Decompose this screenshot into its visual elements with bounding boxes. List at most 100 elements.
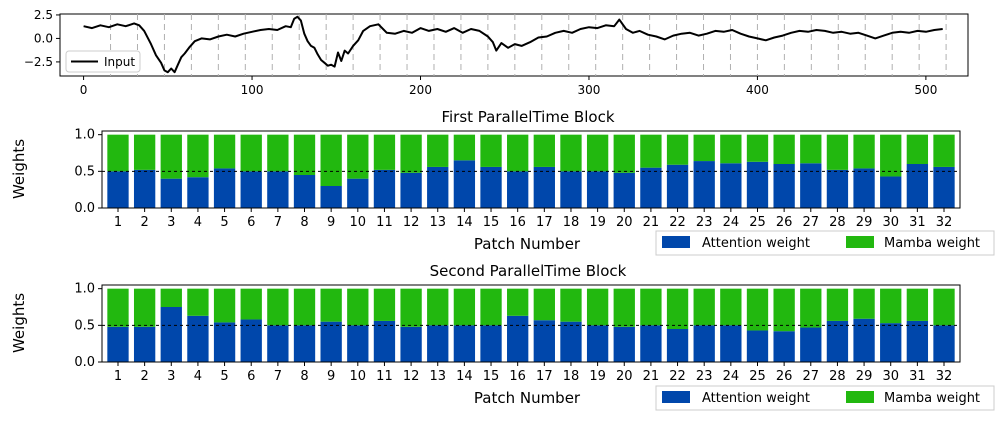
panel1-x-tick-label: 100: [241, 83, 264, 97]
attention-bar: [826, 169, 849, 208]
mamba-bar: [880, 288, 902, 324]
x-tick-label: 24: [723, 369, 740, 384]
panel3-title: Second ParallelTime Block: [430, 262, 627, 280]
mamba-bar: [107, 134, 129, 172]
panel3-frame: [101, 284, 961, 363]
attention-bar: [507, 315, 529, 362]
attention-bar: [853, 168, 875, 208]
x-tick-label: 30: [882, 369, 899, 384]
panel1-x-tick-label: 500: [914, 83, 937, 97]
mamba-bar: [480, 134, 502, 167]
attention-bar: [880, 323, 902, 362]
x-tick-label: 26: [776, 369, 793, 384]
panel2-legend-mamba-swatch: [846, 236, 874, 248]
attention-bar: [107, 326, 129, 362]
mamba-bar: [160, 288, 182, 307]
attention-bar: [240, 319, 262, 362]
mamba-bar: [906, 134, 929, 164]
x-tick-label: 2: [140, 369, 148, 384]
x-tick-label: 7: [274, 215, 282, 230]
mamba-bar: [640, 288, 662, 326]
x-tick-label: 16: [509, 215, 526, 230]
second-block-panel: Second ParallelTime Block 1 2 3 4 5 6 7 8 9 10 11 1…: [10, 262, 995, 411]
attention-bar: [400, 172, 422, 208]
x-tick-label: 3: [167, 369, 175, 384]
mamba-bar: [267, 134, 289, 172]
x-tick-label: 3: [167, 215, 175, 230]
mamba-bar: [800, 134, 822, 164]
attention-bar: [746, 330, 769, 362]
mamba-bar: [613, 288, 635, 327]
panel3-legend-attention-label: Attention weight: [702, 391, 810, 406]
attention-bar: [586, 325, 609, 362]
mamba-bar: [427, 288, 449, 326]
panel1-x-tick-label: 400: [746, 83, 769, 97]
x-tick-label: 19: [589, 215, 606, 230]
mamba-bar: [666, 288, 689, 329]
mamba-bar: [400, 134, 422, 173]
panel3-legend-mamba-label: Mamba weight: [884, 391, 980, 406]
mamba-bar: [853, 134, 875, 169]
attention-bar: [560, 321, 582, 362]
x-tick-label: 14: [456, 215, 473, 230]
attention-bar: [240, 171, 262, 208]
x-tick-label: 5: [220, 369, 228, 384]
x-tick-label: 16: [509, 369, 526, 384]
attention-bar: [373, 169, 396, 208]
x-tick-label: 25: [749, 215, 766, 230]
mamba-bar: [613, 134, 635, 173]
panel1-y-ticks: −2.5 0.0 2.5: [24, 8, 60, 69]
attention-bar: [187, 177, 209, 208]
attention-bar: [453, 160, 476, 208]
x-tick-label: 11: [376, 369, 393, 384]
attention-bar: [213, 168, 236, 208]
x-tick-label: 9: [327, 215, 335, 230]
attention-bar: [746, 161, 769, 208]
panel3-legend: Attention weight Mamba weight: [655, 385, 995, 411]
panel2-legend: Attention weight Mamba weight: [655, 230, 995, 256]
mamba-bar: [347, 134, 369, 179]
first-block-panel: First ParallelTime Block 1 2 3 4 5 6 7 8 9 10 11 12…: [10, 108, 995, 256]
panel3-y-label: Weights: [10, 293, 28, 353]
attention-bar: [800, 327, 822, 362]
panel3-legend-box: [655, 385, 995, 411]
mamba-bar: [240, 134, 262, 172]
mamba-bar: [320, 288, 342, 322]
mamba-bar: [427, 134, 449, 167]
y-tick-label: 0.5: [74, 318, 95, 333]
mamba-bar: [746, 288, 769, 331]
panel2-legend-attention-swatch: [662, 236, 690, 248]
attention-bar: [427, 325, 449, 362]
mamba-bar: [213, 288, 236, 323]
mamba-bar: [746, 134, 769, 162]
panel2-legend-box: [655, 230, 995, 256]
panel2-frame: [101, 130, 961, 209]
panel2-legend-attention-label: Attention weight: [702, 236, 810, 251]
attention-bar: [693, 325, 715, 362]
x-tick-label: 17: [536, 215, 553, 230]
mamba-bar: [586, 134, 609, 172]
mamba-bar: [826, 134, 849, 170]
panel3-legend-attention-swatch: [662, 391, 690, 403]
x-tick-label: 2: [140, 215, 148, 230]
attention-bar: [773, 331, 795, 362]
attention-bar: [800, 163, 822, 208]
x-tick-label: 1: [114, 215, 122, 230]
x-tick-label: 17: [536, 369, 553, 384]
attention-bar: [533, 320, 555, 362]
mamba-bar: [107, 288, 129, 327]
mamba-bar: [507, 134, 529, 172]
x-tick-label: 7: [274, 369, 282, 384]
x-tick-label: 6: [247, 215, 255, 230]
mamba-bar: [933, 134, 955, 167]
panel1-y-tick-label: 2.5: [34, 8, 53, 22]
mamba-bar: [800, 288, 822, 328]
attention-bar: [400, 326, 422, 362]
x-tick-label: 11: [376, 215, 393, 230]
mamba-bar: [533, 288, 555, 321]
mamba-bar: [906, 288, 929, 321]
attention-bar: [853, 318, 875, 362]
x-tick-label: 19: [589, 369, 606, 384]
mamba-bar: [293, 134, 316, 175]
attention-bar: [906, 320, 929, 362]
